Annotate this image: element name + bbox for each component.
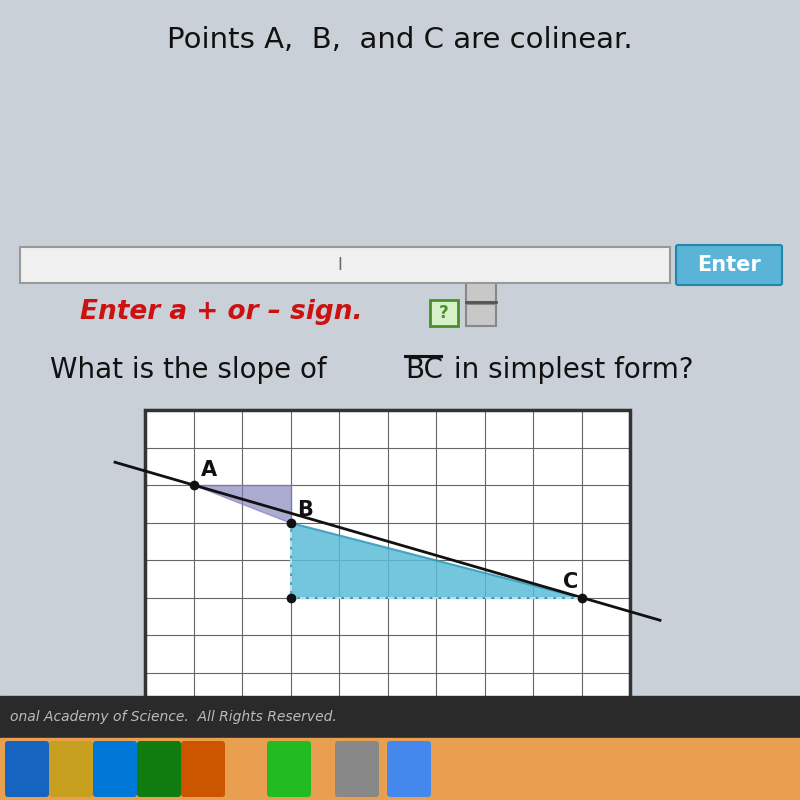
- Text: in simplest form?: in simplest form?: [445, 356, 694, 384]
- FancyBboxPatch shape: [387, 741, 431, 797]
- FancyBboxPatch shape: [335, 741, 379, 797]
- Bar: [145, 410, 630, 710]
- Text: BC: BC: [405, 356, 443, 384]
- FancyBboxPatch shape: [5, 741, 49, 797]
- FancyBboxPatch shape: [137, 741, 181, 797]
- Text: I: I: [338, 256, 342, 274]
- Bar: [430, 300, 458, 326]
- FancyBboxPatch shape: [49, 741, 93, 797]
- Text: Enter a + or – sign.: Enter a + or – sign.: [80, 299, 362, 325]
- Text: onal Academy of Science.  All Rights Reserved.: onal Academy of Science. All Rights Rese…: [10, 710, 337, 724]
- Bar: [20, 247, 670, 283]
- Bar: [466, 304, 496, 326]
- FancyBboxPatch shape: [676, 245, 782, 285]
- Text: C: C: [563, 573, 578, 593]
- Bar: [0, 696, 800, 738]
- Text: B: B: [298, 501, 314, 521]
- Text: ?: ?: [439, 304, 449, 322]
- Polygon shape: [290, 522, 582, 598]
- Text: What is the slope of: What is the slope of: [50, 356, 335, 384]
- Bar: [0, 738, 800, 800]
- Polygon shape: [194, 485, 290, 522]
- Text: Enter: Enter: [697, 255, 761, 275]
- FancyBboxPatch shape: [267, 741, 311, 797]
- Text: A: A: [201, 460, 217, 480]
- FancyBboxPatch shape: [93, 741, 137, 797]
- Bar: [466, 280, 496, 302]
- FancyBboxPatch shape: [181, 741, 225, 797]
- Text: Points A,  B,  and C are colinear.: Points A, B, and C are colinear.: [167, 26, 633, 54]
- Bar: [145, 410, 630, 710]
